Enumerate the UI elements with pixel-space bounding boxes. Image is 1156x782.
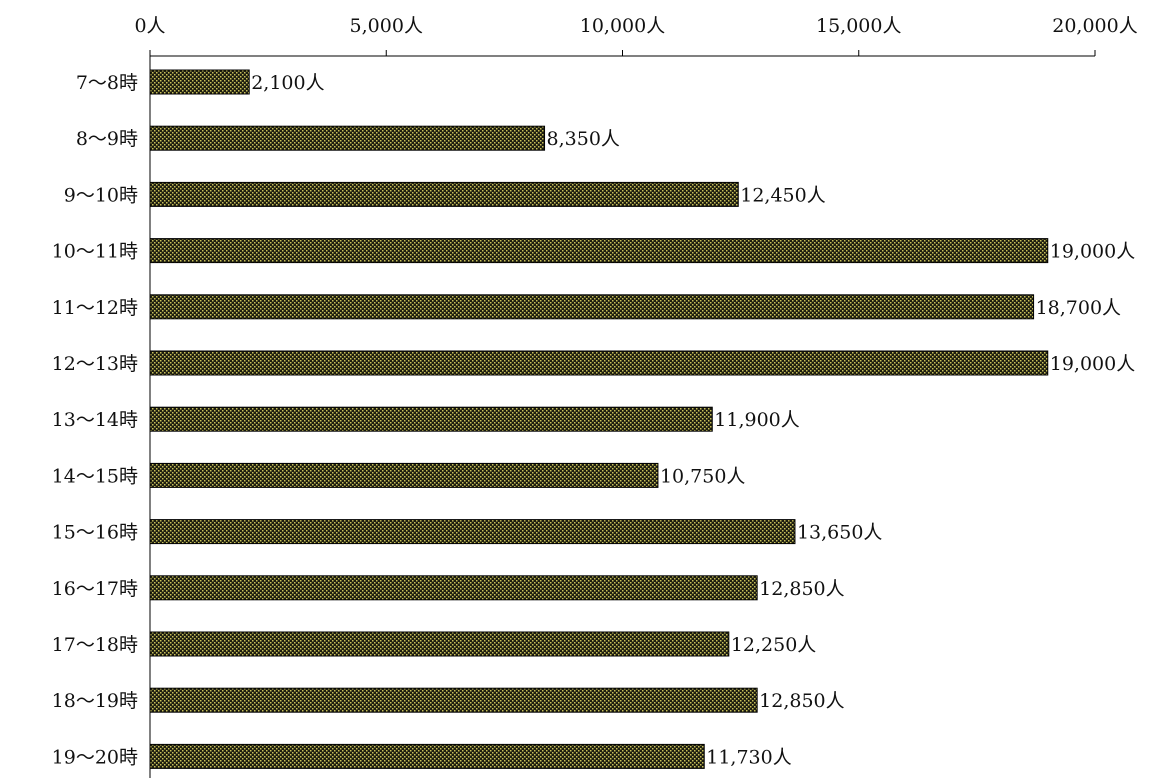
- x-tick-label: 20,000人: [1052, 15, 1137, 37]
- data-label: 12,450人: [740, 184, 825, 206]
- category-label: 12〜13時: [52, 353, 138, 375]
- bar: [149, 575, 758, 601]
- data-label: 19,000人: [1050, 241, 1135, 263]
- data-label: 10,750人: [660, 465, 745, 487]
- data-label: 2,100人: [251, 72, 324, 94]
- category-label: 8〜9時: [76, 128, 138, 150]
- bar: [149, 406, 713, 432]
- category-label: 13〜14時: [52, 409, 138, 431]
- data-label: 11,900人: [714, 409, 799, 431]
- category-label: 7〜8時: [76, 72, 138, 94]
- bar: [149, 181, 739, 207]
- category-label: 15〜16時: [52, 522, 138, 544]
- category-label: 18〜19時: [52, 690, 138, 712]
- labels-layer: 7〜8時 2,100人 8〜9時 8,350人 9〜10時 12,450人 10〜11時 19…: [52, 72, 1136, 768]
- x-tick-label: 0人: [134, 15, 165, 37]
- data-label: 11,730人: [706, 746, 791, 768]
- bar: [149, 687, 758, 713]
- data-label: 13,650人: [797, 522, 882, 544]
- bar: [149, 462, 659, 488]
- bar: [149, 294, 1035, 320]
- bar: [149, 519, 796, 545]
- bar: [149, 631, 730, 657]
- data-label: 8,350人: [547, 128, 620, 150]
- bars-layer: [149, 69, 1049, 769]
- category-label: 16〜17時: [52, 578, 138, 600]
- data-label: 12,850人: [759, 578, 844, 600]
- data-label: 12,250人: [731, 634, 816, 656]
- x-tick-label: 10,000人: [580, 15, 665, 37]
- data-label: 12,850人: [759, 690, 844, 712]
- bar: [149, 125, 546, 151]
- x-tick-label: 5,000人: [350, 15, 423, 37]
- bar: [149, 69, 250, 95]
- bar: [149, 743, 705, 769]
- data-label: 18,700人: [1036, 297, 1121, 319]
- axis-layer: 0人 5,000人 10,000人 15,000人 20,000人: [134, 15, 1138, 778]
- category-label: 9〜10時: [64, 184, 138, 206]
- data-label: 19,000人: [1050, 353, 1135, 375]
- category-label: 14〜15時: [52, 465, 138, 487]
- category-label: 11〜12時: [52, 297, 138, 319]
- bar: [149, 350, 1049, 376]
- category-label: 10〜11時: [52, 241, 138, 263]
- category-label: 17〜18時: [52, 634, 138, 656]
- x-tick-label: 15,000人: [816, 15, 901, 37]
- bar: [149, 238, 1049, 264]
- category-label: 19〜20時: [52, 746, 138, 768]
